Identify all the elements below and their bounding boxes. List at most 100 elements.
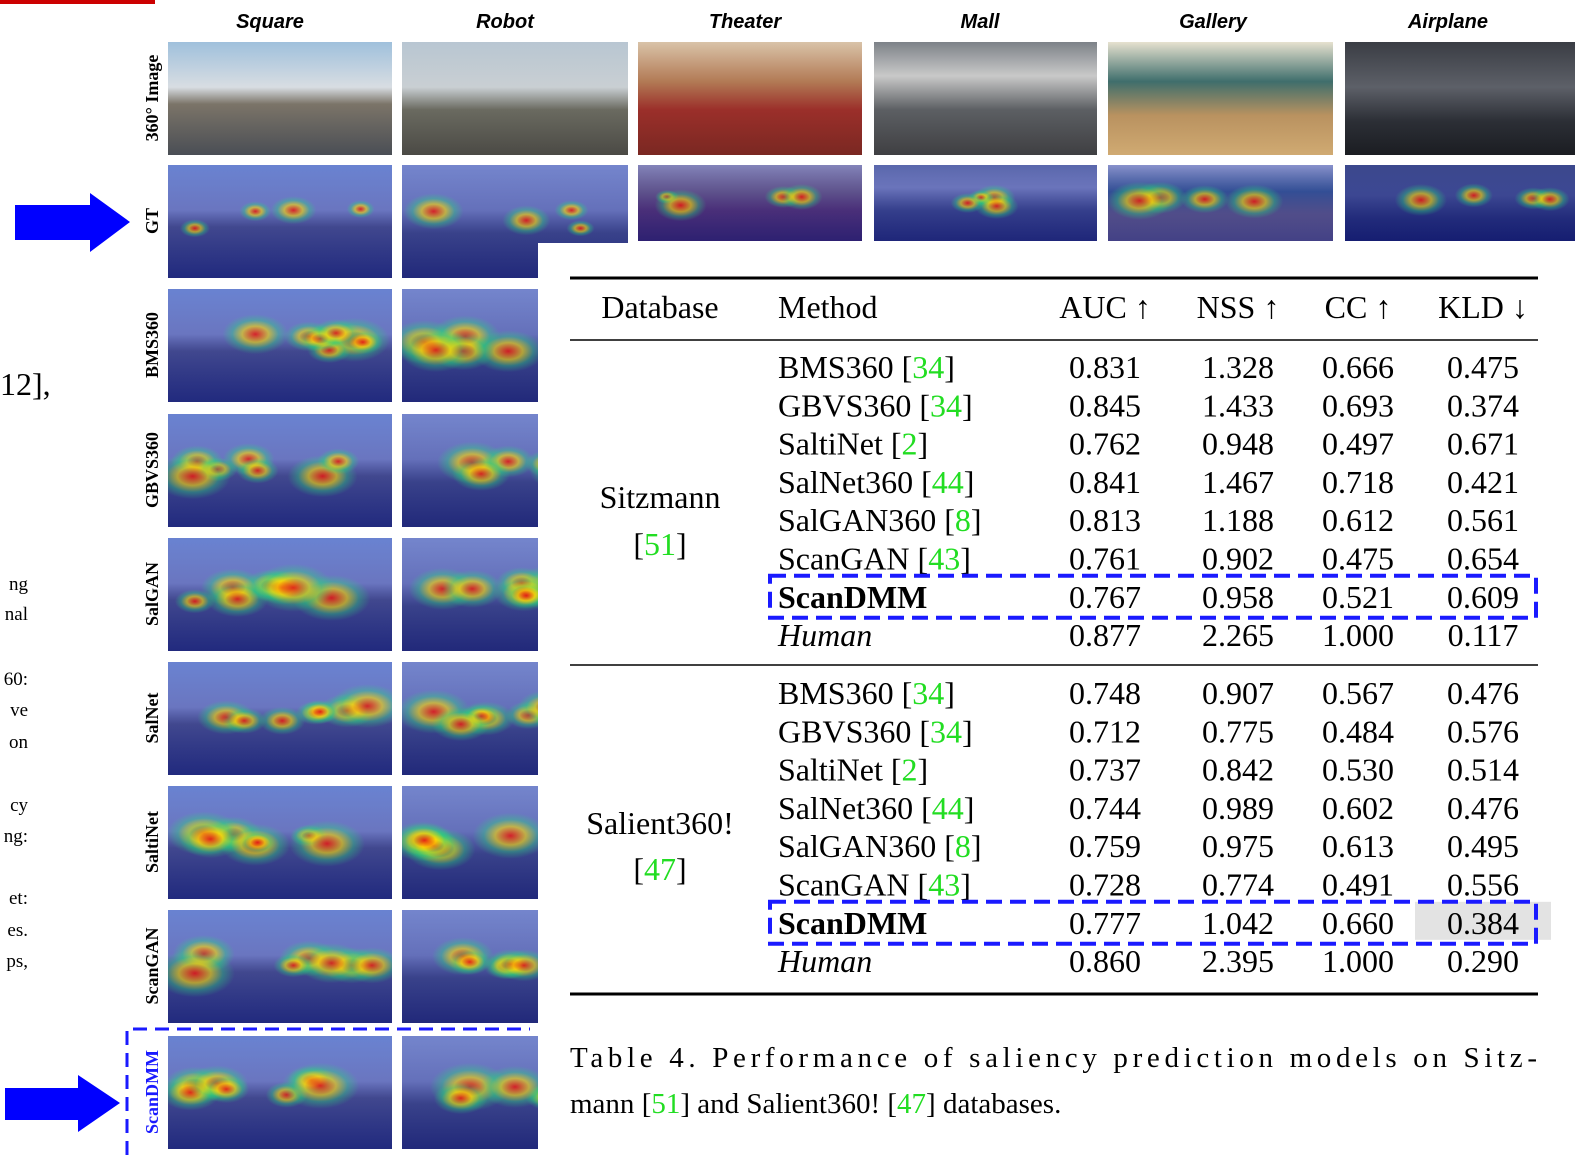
- method: ScanGAN [43]: [778, 541, 971, 577]
- cell-value: 0.860: [1069, 943, 1141, 979]
- cell-value: 0.475: [1447, 349, 1519, 385]
- column-label: Robot: [476, 11, 535, 33]
- cell-value: 0.613: [1322, 828, 1394, 864]
- cell-value: 0.841: [1069, 464, 1141, 500]
- cell-value: 0.712: [1069, 713, 1141, 749]
- page: Square Robot Theater Mall Gallery Airplane 360…: [0, 0, 1595, 1175]
- text-fragment: ps,: [6, 951, 28, 972]
- column-label: Theater: [709, 11, 782, 33]
- database-label: [47]: [633, 851, 686, 887]
- cell-value: 0.476: [1447, 790, 1519, 826]
- cell-value: 0.759: [1069, 828, 1141, 864]
- cell-value: 1.042: [1202, 905, 1274, 941]
- cell-value: 0.842: [1202, 752, 1274, 788]
- column-label: Square: [236, 11, 304, 33]
- text-fragment: et:: [9, 888, 28, 909]
- method: ScanDMM: [778, 579, 927, 615]
- cell-value: 2.395: [1202, 943, 1274, 979]
- cell-value: 0.476: [1447, 675, 1519, 711]
- row-label: GT: [142, 208, 162, 234]
- column-label: Gallery: [1179, 11, 1248, 33]
- cell-value: 0.421: [1447, 464, 1519, 500]
- cell-value: 2.265: [1202, 617, 1274, 653]
- cell-value: 0.484: [1322, 713, 1394, 749]
- cell-value: 0.813: [1069, 502, 1141, 538]
- text-fragment: es.: [7, 920, 28, 941]
- row-label: SalNet: [142, 693, 162, 744]
- table-panel: [538, 243, 1595, 1150]
- database-label: [51]: [633, 526, 686, 562]
- cell-value: 0.521: [1322, 579, 1394, 615]
- cell-value: 0.530: [1322, 752, 1394, 788]
- cell-value: 0.567: [1322, 675, 1394, 711]
- text-fragment: ve: [10, 700, 28, 721]
- cell-value: 0.666: [1322, 349, 1394, 385]
- method: Human: [777, 943, 872, 979]
- cell-value: 0.576: [1447, 713, 1519, 749]
- method: BMS360 [34]: [778, 675, 955, 711]
- cell-value: 0.602: [1322, 790, 1394, 826]
- text-fragment: 12],: [0, 366, 51, 402]
- cell-value: 0.384: [1447, 905, 1519, 941]
- overlay: Square Robot Theater Mall Gallery Airplane 360…: [0, 0, 1595, 1175]
- text-fragment: ng:: [4, 826, 28, 847]
- cell-value: 0.737: [1069, 752, 1141, 788]
- cell-value: 0.495: [1447, 828, 1519, 864]
- cell-value: 1.328: [1202, 349, 1274, 385]
- cell-value: 0.612: [1322, 502, 1394, 538]
- cell-value: 0.777: [1069, 905, 1141, 941]
- method: BMS360 [34]: [778, 349, 955, 385]
- cell-value: 1.433: [1202, 387, 1274, 423]
- cell-value: 1.000: [1322, 617, 1394, 653]
- red-rule: [0, 0, 155, 4]
- cell-value: 0.654: [1447, 541, 1519, 577]
- row-label: GBVS360: [142, 432, 162, 508]
- method: SalNet360 [44]: [778, 464, 974, 500]
- method: SalGAN360 [8]: [778, 502, 982, 538]
- cell-value: 0.748: [1069, 675, 1141, 711]
- cell-value: 0.902: [1202, 541, 1274, 577]
- method: GBVS360 [34]: [778, 713, 973, 749]
- row-label: 360° Image: [142, 55, 162, 142]
- method: SalGAN360 [8]: [778, 828, 982, 864]
- cell-value: 0.491: [1322, 867, 1394, 903]
- cell-value: 1.467: [1202, 464, 1274, 500]
- cell-value: 0.117: [1448, 617, 1519, 653]
- cell-value: 0.958: [1202, 579, 1274, 615]
- row-label: ScanGAN: [142, 927, 162, 1004]
- arrow: [15, 193, 130, 252]
- column-label: Airplane: [1407, 11, 1488, 33]
- cell-value: 0.497: [1322, 426, 1394, 462]
- cell-value: 0.762: [1069, 426, 1141, 462]
- method: ScanGAN [43]: [778, 867, 971, 903]
- column-label: Mall: [961, 11, 1000, 33]
- cell-value: 0.475: [1322, 541, 1394, 577]
- table-caption: mann [51] and Salient360! [47] databases…: [570, 1088, 1061, 1120]
- table-caption: Table 4. Performance of saliency predict…: [570, 1042, 1537, 1074]
- cell-value: 0.774: [1202, 867, 1274, 903]
- cell-value: 0.660: [1322, 905, 1394, 941]
- cell-value: 0.948: [1202, 426, 1274, 462]
- text-fragment: cy: [10, 795, 28, 816]
- table-header: NSS ↑: [1197, 289, 1280, 325]
- table-header: AUC ↑: [1059, 289, 1151, 325]
- table-header: KLD ↓: [1438, 289, 1528, 325]
- database-label: Sitzmann: [600, 479, 721, 515]
- cell-value: 0.609: [1447, 579, 1519, 615]
- cell-value: 0.831: [1069, 349, 1141, 385]
- cell-value: 0.744: [1069, 790, 1141, 826]
- row-label: SaltiNet: [142, 811, 162, 873]
- cell-value: 0.514: [1447, 752, 1519, 788]
- row-label: ScanDMM: [142, 1050, 162, 1134]
- cell-value: 0.728: [1069, 867, 1141, 903]
- cell-value: 0.556: [1447, 867, 1519, 903]
- cell-value: 0.374: [1447, 387, 1519, 423]
- cell-value: 1.188: [1202, 502, 1274, 538]
- text-fragment: 60:: [4, 669, 28, 690]
- method: SaltiNet [2]: [778, 752, 928, 788]
- method: Human: [777, 617, 872, 653]
- table-header: Database: [601, 289, 718, 325]
- cell-value: 0.671: [1447, 426, 1519, 462]
- text-fragment: ng: [9, 574, 29, 595]
- method: SalNet360 [44]: [778, 790, 974, 826]
